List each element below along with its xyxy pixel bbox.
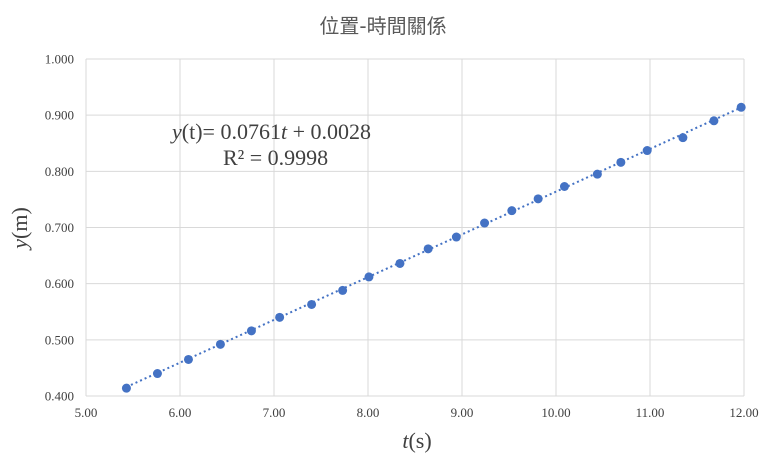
- y-axis-label-unit: (m): [7, 207, 32, 239]
- r-squared-label: R² = 0.9998: [223, 145, 328, 170]
- data-point: [507, 206, 517, 216]
- data-point: [592, 169, 602, 179]
- y-tick-label: 0.900: [45, 108, 74, 123]
- data-point: [423, 244, 433, 254]
- data-point: [642, 146, 652, 156]
- equation-fn: y: [170, 119, 182, 144]
- equation-rhs: + 0.0028: [287, 119, 371, 144]
- data-point: [183, 354, 193, 364]
- data-point: [364, 272, 374, 282]
- gridlines: [85, 58, 745, 397]
- trendline-equation: y(t)= 0.0761t + 0.0028: [170, 119, 371, 144]
- x-tick-label: 9.00: [451, 405, 474, 420]
- y-tick-label: 0.500: [45, 332, 74, 347]
- data-point: [395, 258, 405, 268]
- x-tick-label: 7.00: [263, 405, 286, 420]
- data-point: [533, 194, 543, 204]
- x-tick-label: 10.00: [541, 405, 570, 420]
- x-tick-label: 5.00: [75, 405, 98, 420]
- data-point: [736, 102, 746, 112]
- y-tick-label: 0.800: [45, 164, 74, 179]
- chart-title: 位置-時間關係: [319, 14, 446, 38]
- data-point: [152, 369, 162, 379]
- data-point: [307, 299, 317, 309]
- x-tick-label: 6.00: [169, 405, 192, 420]
- data-point: [559, 181, 569, 191]
- data-point: [338, 285, 348, 295]
- y-tick-label: 0.700: [45, 220, 74, 235]
- data-point: [215, 339, 225, 349]
- data-point: [616, 157, 626, 167]
- data-point: [121, 383, 131, 393]
- data-point: [480, 218, 490, 228]
- equation-var: t: [281, 119, 288, 144]
- equation-lhs: (t)= 0.0761: [182, 119, 281, 144]
- x-tick-label: 12.00: [729, 405, 758, 420]
- data-point: [451, 232, 461, 242]
- y-tick-label: 1.000: [45, 52, 74, 67]
- x-axis-label-unit: (s): [408, 428, 431, 453]
- data-point: [709, 116, 719, 126]
- y-axis-label-var: y: [7, 239, 32, 251]
- y-tick-label: 0.400: [45, 389, 74, 404]
- data-point: [246, 326, 256, 336]
- data-points: [121, 102, 746, 393]
- x-axis-label: t(s): [402, 428, 431, 453]
- y-tick-label: 0.600: [45, 276, 74, 291]
- y-tick-labels: 0.400 0.500 0.600 0.700 0.800 0.900 1.000: [45, 52, 74, 404]
- x-tick-label: 8.00: [357, 405, 380, 420]
- data-point: [275, 312, 285, 322]
- x-tick-labels: 5.00 6.00 7.00 8.00 9.00 10.00 11.00 12.00: [75, 405, 759, 420]
- data-point: [678, 133, 688, 143]
- x-axis-label-var: t: [402, 428, 409, 453]
- y-axis-label: y(m): [7, 207, 32, 251]
- x-tick-label: 11.00: [636, 405, 665, 420]
